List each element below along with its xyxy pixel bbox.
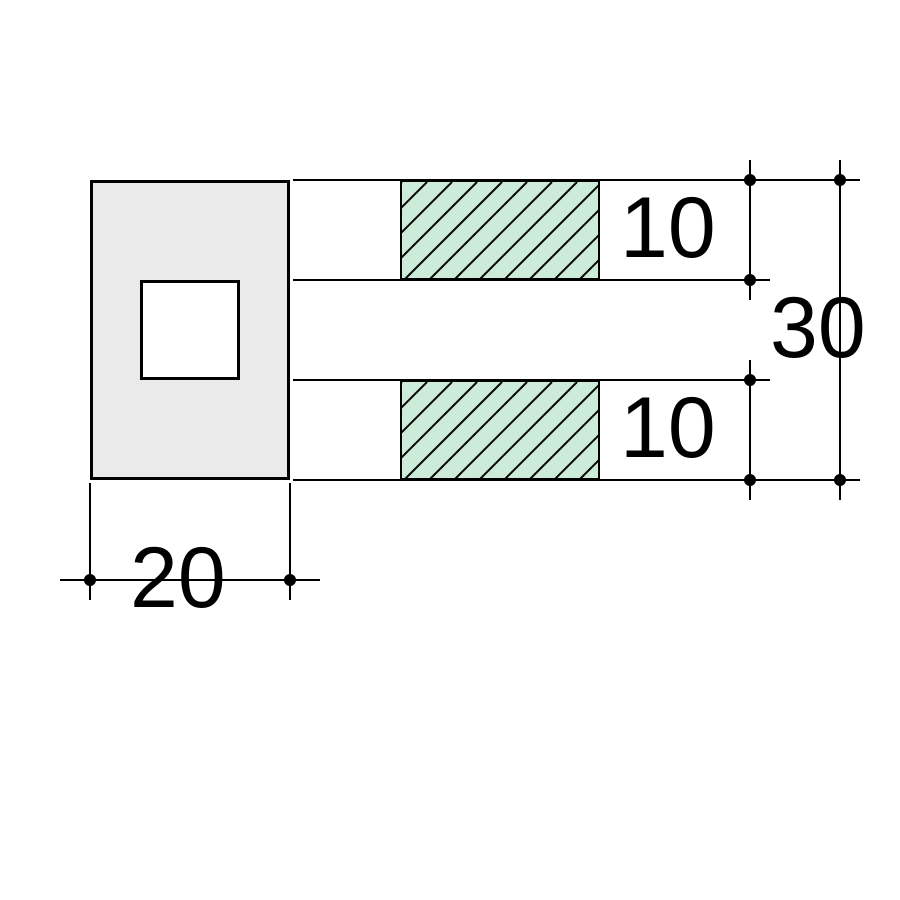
dim30-ext-bottom [770, 479, 860, 481]
dim30-ext-top [770, 179, 860, 181]
dim-top10-ext-bottom [293, 279, 770, 281]
hatch-pattern-bottom [402, 382, 600, 480]
dim-bot10-arrow-bottom [744, 474, 756, 486]
dim-bot10-arrow-top [744, 374, 756, 386]
dim20-label: 20 [130, 535, 226, 621]
section-bar-bottom [400, 380, 600, 480]
dim-bot10-label: 10 [620, 385, 716, 471]
diagram-canvas: 20 10 10 30 [0, 0, 900, 900]
section-bar-top [400, 180, 600, 280]
front-view-hole [140, 280, 240, 380]
dim-top10-label: 10 [620, 185, 716, 271]
hatch-pattern-top [402, 182, 600, 280]
dim30-label: 30 [770, 285, 866, 371]
dim-top10-arrow-bottom [744, 274, 756, 286]
dim-bot10-ext-bottom [293, 479, 770, 481]
dim30-arrow-bottom [834, 474, 846, 486]
dim20-arrow-right [284, 574, 296, 586]
dim30-arrow-top [834, 174, 846, 186]
dim-top10-arrow-top [744, 174, 756, 186]
dim20-arrow-left [84, 574, 96, 586]
